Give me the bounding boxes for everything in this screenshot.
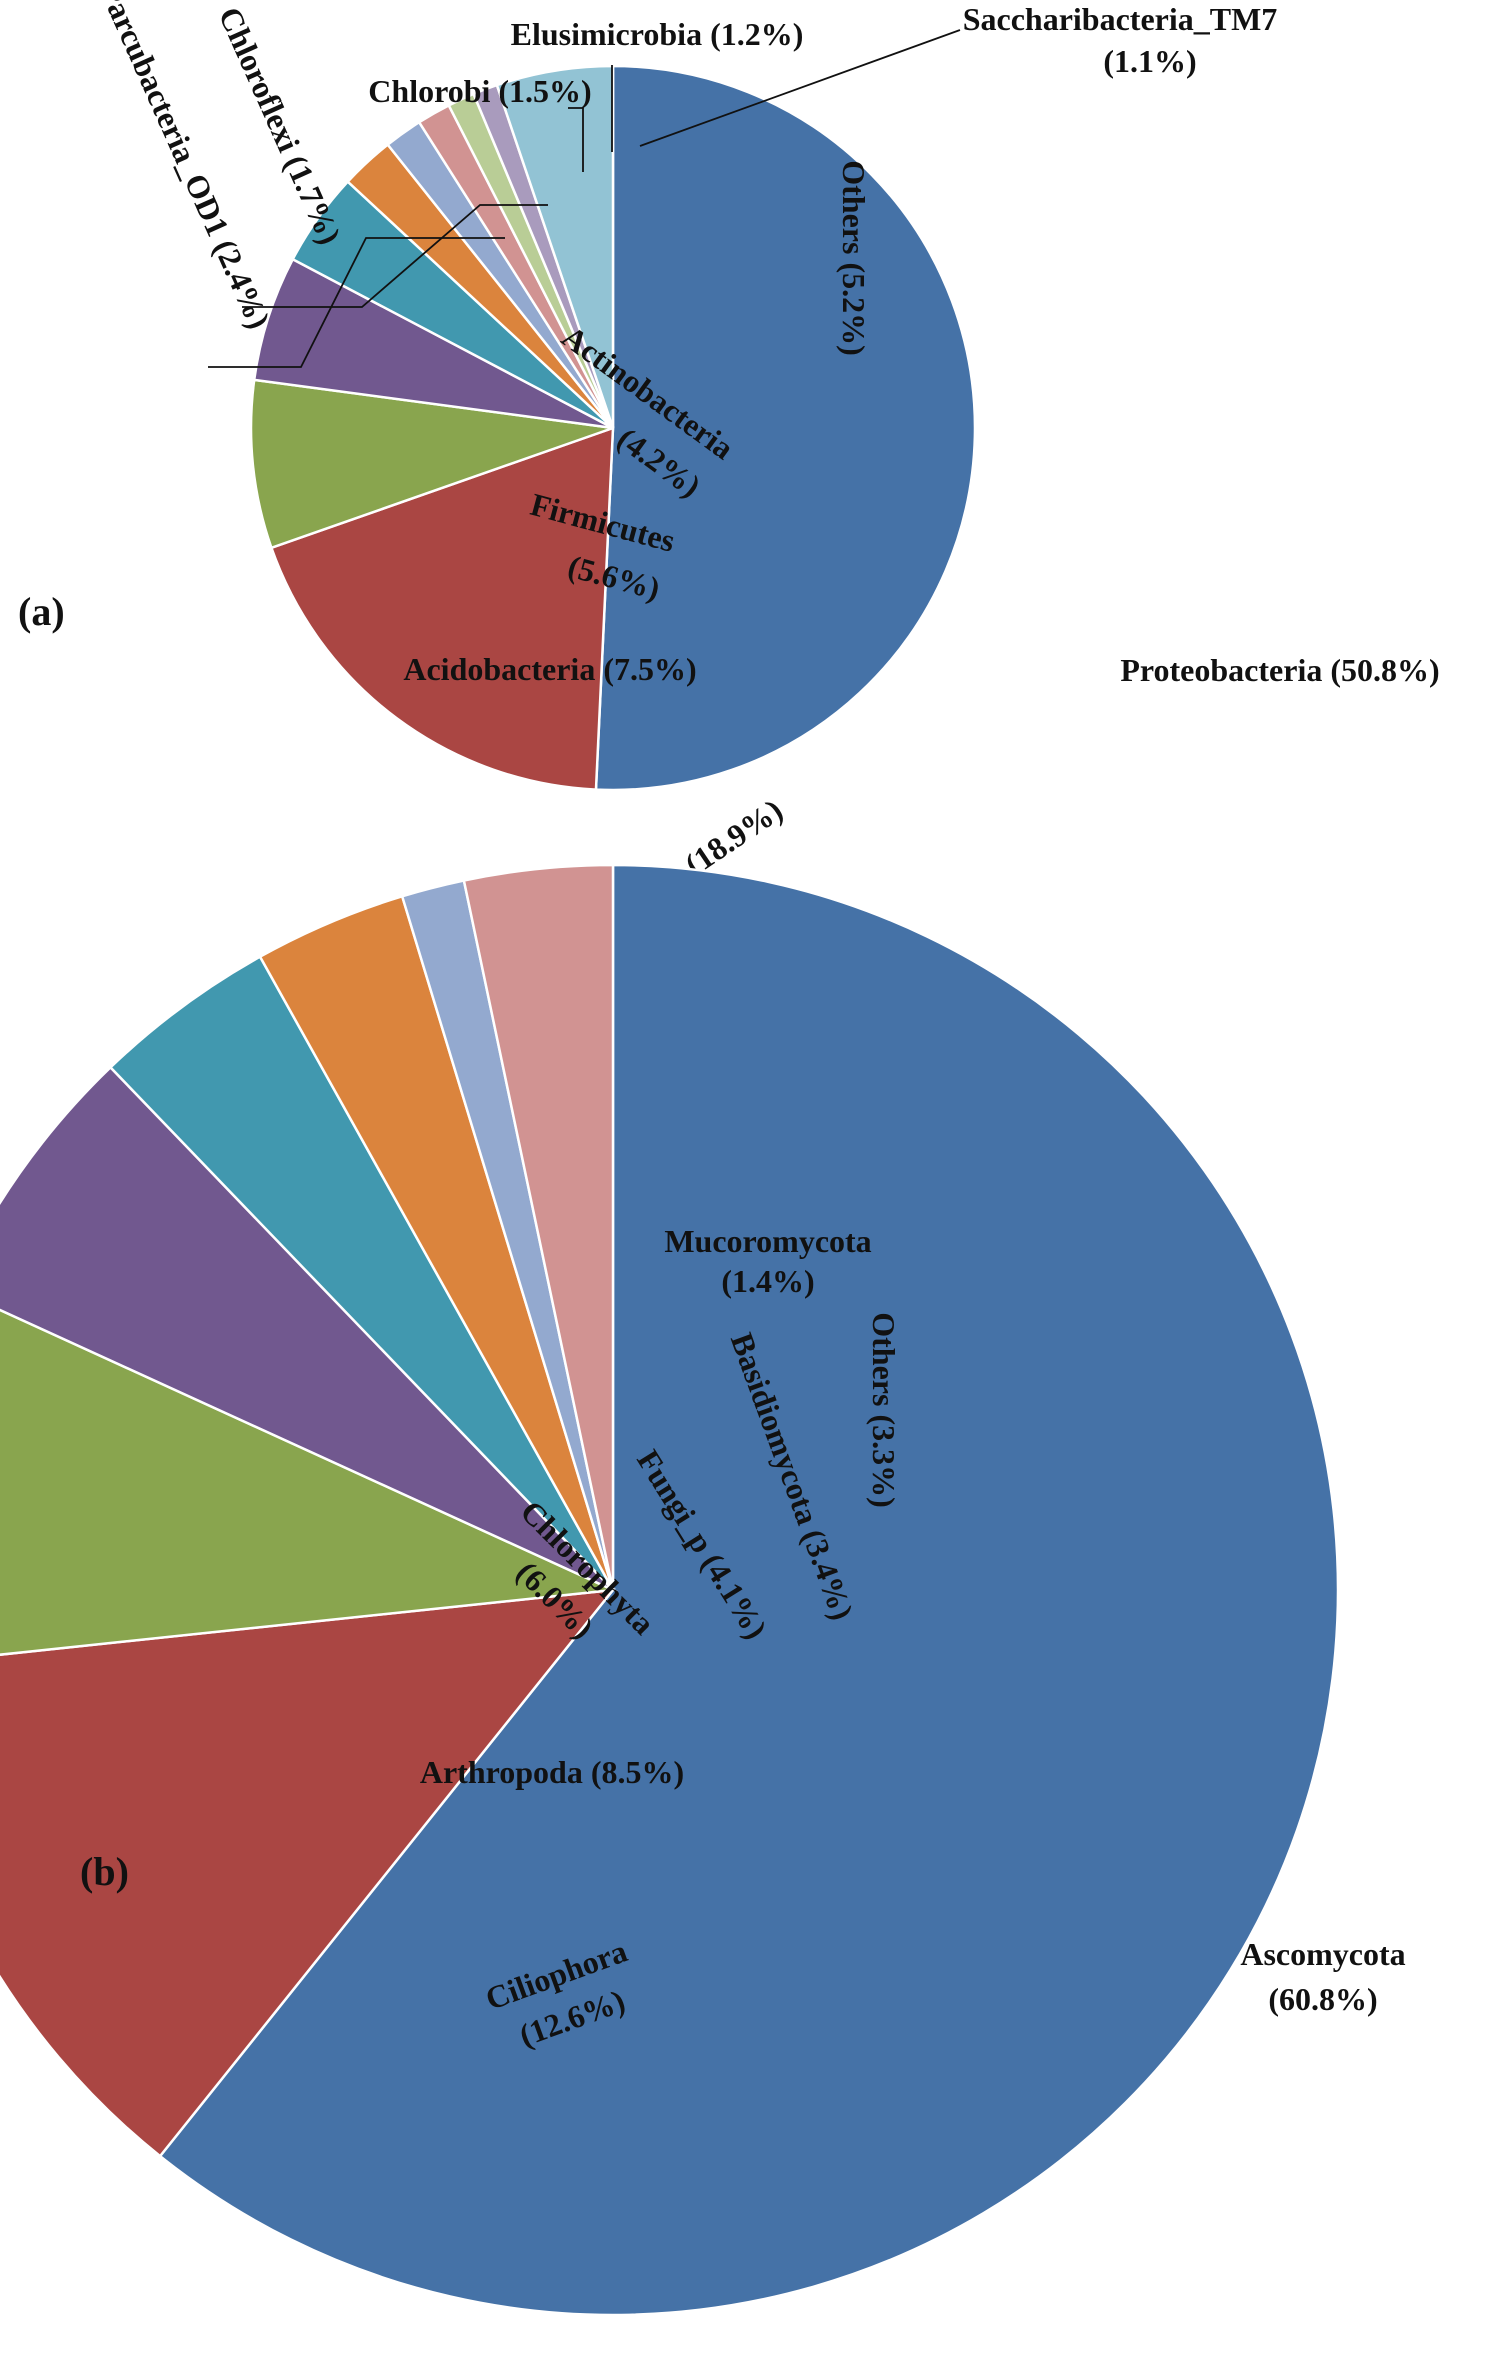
label-chloroflexi: Chloroflexi (1.7%) xyxy=(212,2,349,250)
pie-a-leader-lines xyxy=(208,29,961,368)
pie-b-slice-ciliophora xyxy=(0,1588,616,2158)
pie-chart-a: (a) Proteobacteria (50.8%) Bacteroidetes… xyxy=(18,0,1440,990)
pie-a-slice-firmicutes xyxy=(252,257,614,430)
label-saccharibacteria-tm7-name: Saccharibacteria_TM7 xyxy=(963,1,1278,37)
label-mucoromycota-value: (1.4%) xyxy=(721,1263,814,1299)
label-mucoromycota-name: Mucoromycota xyxy=(664,1223,871,1259)
pie-b-slice-arthropoda xyxy=(0,1308,618,1656)
pie-a-slice-proteobacteria xyxy=(594,64,977,792)
pie-b-slices xyxy=(0,863,1340,2317)
pie-b-slice-ascomycota xyxy=(158,863,1340,2317)
label-elusimicrobia: Elusimicrobia (1.2%) xyxy=(511,16,804,52)
pie-b-slice-chlorophyta xyxy=(0,1065,614,1592)
pie-b-slice-fungi-p xyxy=(108,955,615,1591)
label-others-a: Others (5.2%) xyxy=(836,160,872,356)
label-chlorobi: Chlorobi (1.5%) xyxy=(368,73,591,109)
leader-line-chlorobi xyxy=(568,107,584,172)
label-arthropoda: Arthropoda (8.5%) xyxy=(420,1754,684,1790)
leader-line-saccharibacteria-tm7 xyxy=(639,29,961,147)
leader-line-chloroflexi xyxy=(242,204,548,308)
label-saccharibacteria-tm7-value: (1.1%) xyxy=(1103,43,1196,79)
pie-b-slice-others xyxy=(462,863,615,1591)
label-others-b: Others (3.3%) xyxy=(866,1312,902,1508)
label-proteobacteria: Proteobacteria (50.8%) xyxy=(1120,652,1439,688)
label-acidobacteria: Acidobacteria (7.5%) xyxy=(403,651,696,687)
pie-chart-b: (b) Ascomycota (60.8%) Ciliophora (12.6%… xyxy=(0,863,1406,2317)
label-ascomycota-value: (60.8%) xyxy=(1268,1981,1377,2017)
label-ascomycota-name: Ascomycota xyxy=(1240,1936,1405,1972)
pie-a-slices xyxy=(249,64,977,792)
panel-label-a: (a) xyxy=(18,589,65,634)
panel-label-b: (b) xyxy=(80,1849,129,1894)
leader-line-parcubacteria-od1 xyxy=(208,237,505,368)
pie-a-slice-acidobacteria xyxy=(249,378,614,550)
